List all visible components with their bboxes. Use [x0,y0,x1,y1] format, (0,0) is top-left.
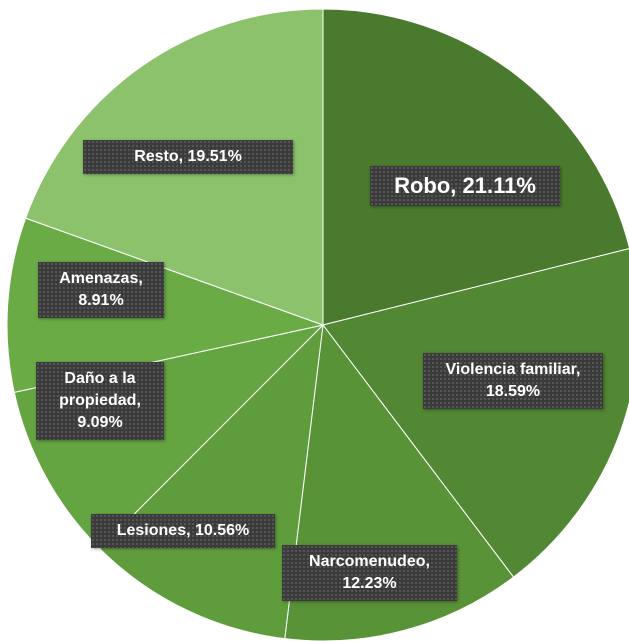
data-label: Narcomenudeo, 12.23% [282,545,457,601]
data-label: Violencia familiar, 18.59% [423,353,603,409]
pie-slice [98,323,324,640]
data-label: Robo, 21.11% [370,166,560,206]
data-label: Lesiones, 10.56% [91,514,275,548]
pie-slice [322,248,629,578]
data-label: Amenazas, 8.91% [38,262,164,318]
data-label: Resto, 19.51% [83,140,293,174]
pie-slice [6,217,325,393]
data-label: Daño a la propiedad, 9.09% [36,362,164,440]
